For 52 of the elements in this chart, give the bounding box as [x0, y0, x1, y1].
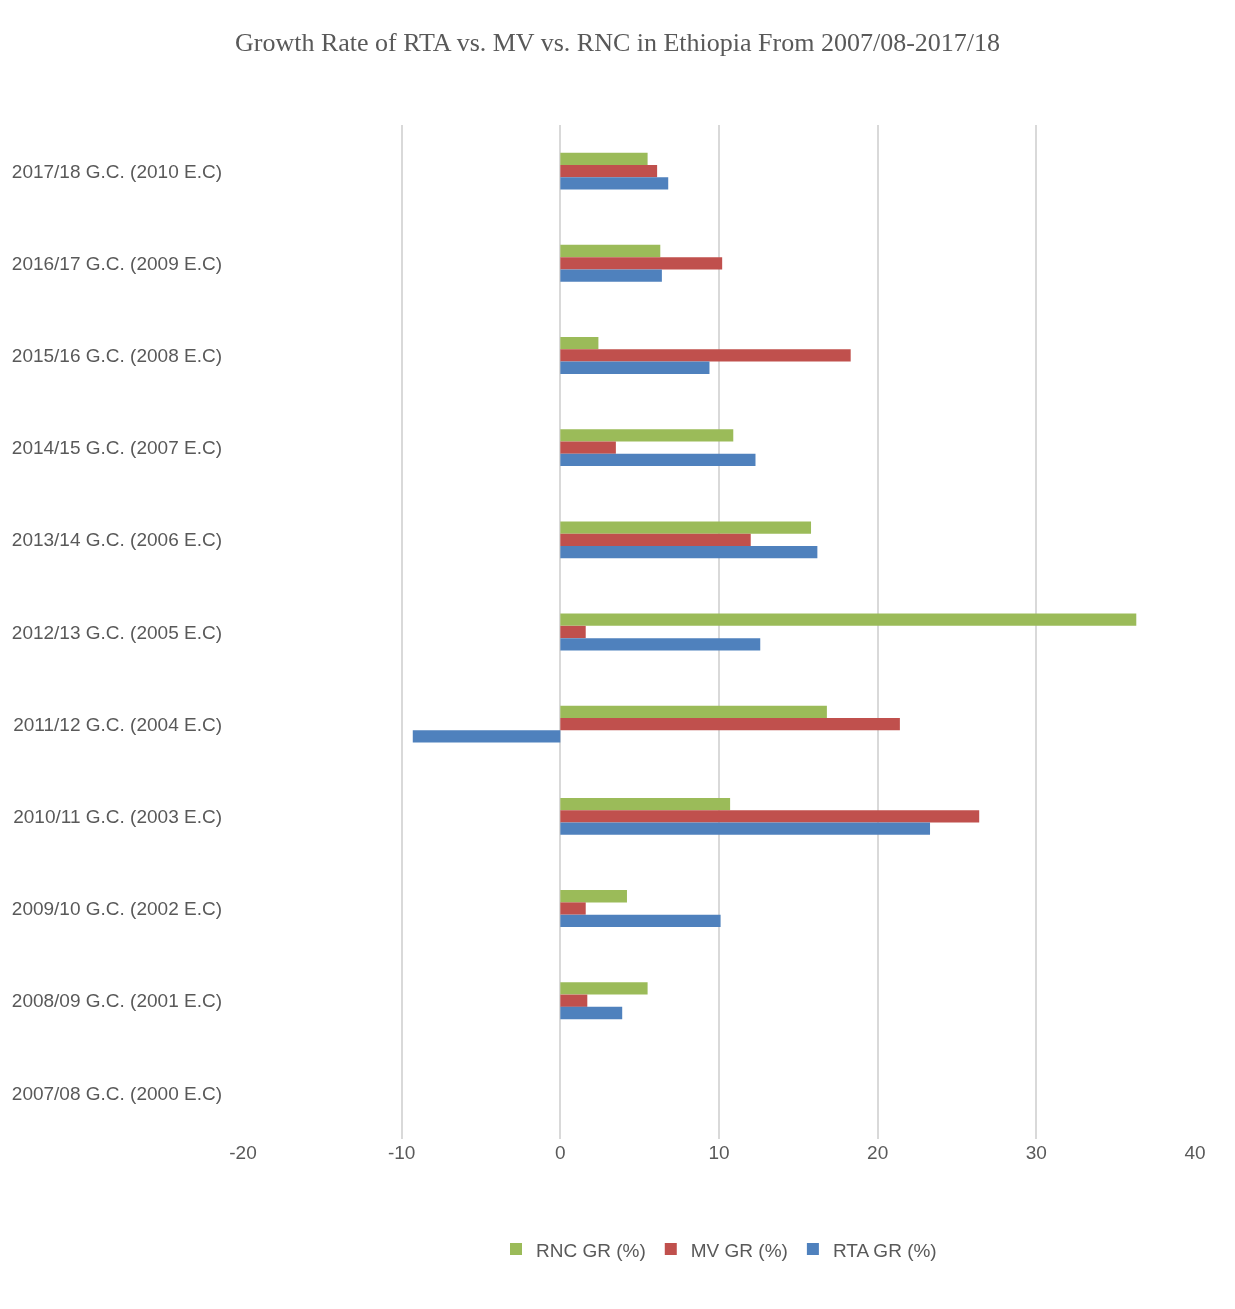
bar: [560, 1006, 623, 1020]
y-tick-label: 2016/17 G.C. (2009 E.C): [11, 252, 222, 274]
legend-label: RNC GR (%): [536, 1239, 646, 1261]
y-tick-label: 2014/15 G.C. (2007 E.C): [11, 437, 222, 459]
bar: [560, 152, 648, 165]
y-tick-label: 2008/09 G.C. (2001 E.C): [11, 990, 222, 1012]
bar: [560, 705, 827, 719]
bar: [560, 441, 616, 454]
bar: [560, 994, 588, 1007]
bar: [560, 453, 756, 467]
y-tick-label: 2011/12 G.C. (2004 E.C): [13, 713, 222, 735]
bar: [560, 822, 931, 835]
x-tick-label: 30: [1025, 1142, 1047, 1163]
bar: [560, 257, 723, 270]
y-tick-label: 2015/16 G.C. (2008 E.C): [11, 345, 222, 367]
bar: [412, 730, 561, 743]
bar: [560, 337, 599, 350]
y-tick-label: 2013/14 G.C. (2006 E.C): [11, 529, 222, 551]
x-tick-label: 0: [555, 1142, 566, 1163]
legend-label: RTA GR (%): [832, 1239, 937, 1261]
bar: [560, 638, 761, 651]
bar: [560, 164, 658, 178]
bar: [560, 613, 1137, 626]
bar: [560, 521, 812, 534]
bar: [560, 625, 586, 639]
bar: [560, 533, 751, 546]
y-tick-label: 2010/11 G.C. (2003 E.C): [13, 806, 222, 828]
bar: [560, 718, 900, 731]
x-tick-label: 40: [1184, 1142, 1206, 1163]
y-tick-label: 2012/13 G.C. (2005 E.C): [11, 621, 222, 643]
legend-label: MV GR (%): [690, 1239, 788, 1261]
bar: [560, 177, 669, 190]
chart-title: Growth Rate of RTA vs. MV vs. RNC in Ethiopia From 2007/08-2017/18: [234, 27, 1001, 57]
bar: [560, 810, 980, 823]
bar: [560, 890, 627, 903]
bar: [560, 269, 662, 282]
bar: [560, 797, 731, 811]
x-tick-label: -10: [387, 1142, 416, 1163]
bar: [560, 902, 586, 915]
y-tick-label: 2009/10 G.C. (2002 E.C): [11, 898, 222, 920]
bar: [560, 361, 710, 374]
bar: [560, 982, 648, 995]
bar: [560, 429, 734, 442]
bar: [560, 545, 818, 559]
y-tick-label: 2007/08 G.C. (2000 E.C): [11, 1082, 222, 1104]
bar: [560, 914, 721, 927]
x-tick-label: 20: [867, 1142, 889, 1163]
bar: [560, 244, 661, 258]
y-tick-label: 2017/18 G.C. (2010 E.C): [11, 160, 222, 182]
x-tick-label: 10: [708, 1142, 730, 1163]
bar: [560, 349, 851, 362]
x-tick-label: -20: [229, 1142, 257, 1163]
